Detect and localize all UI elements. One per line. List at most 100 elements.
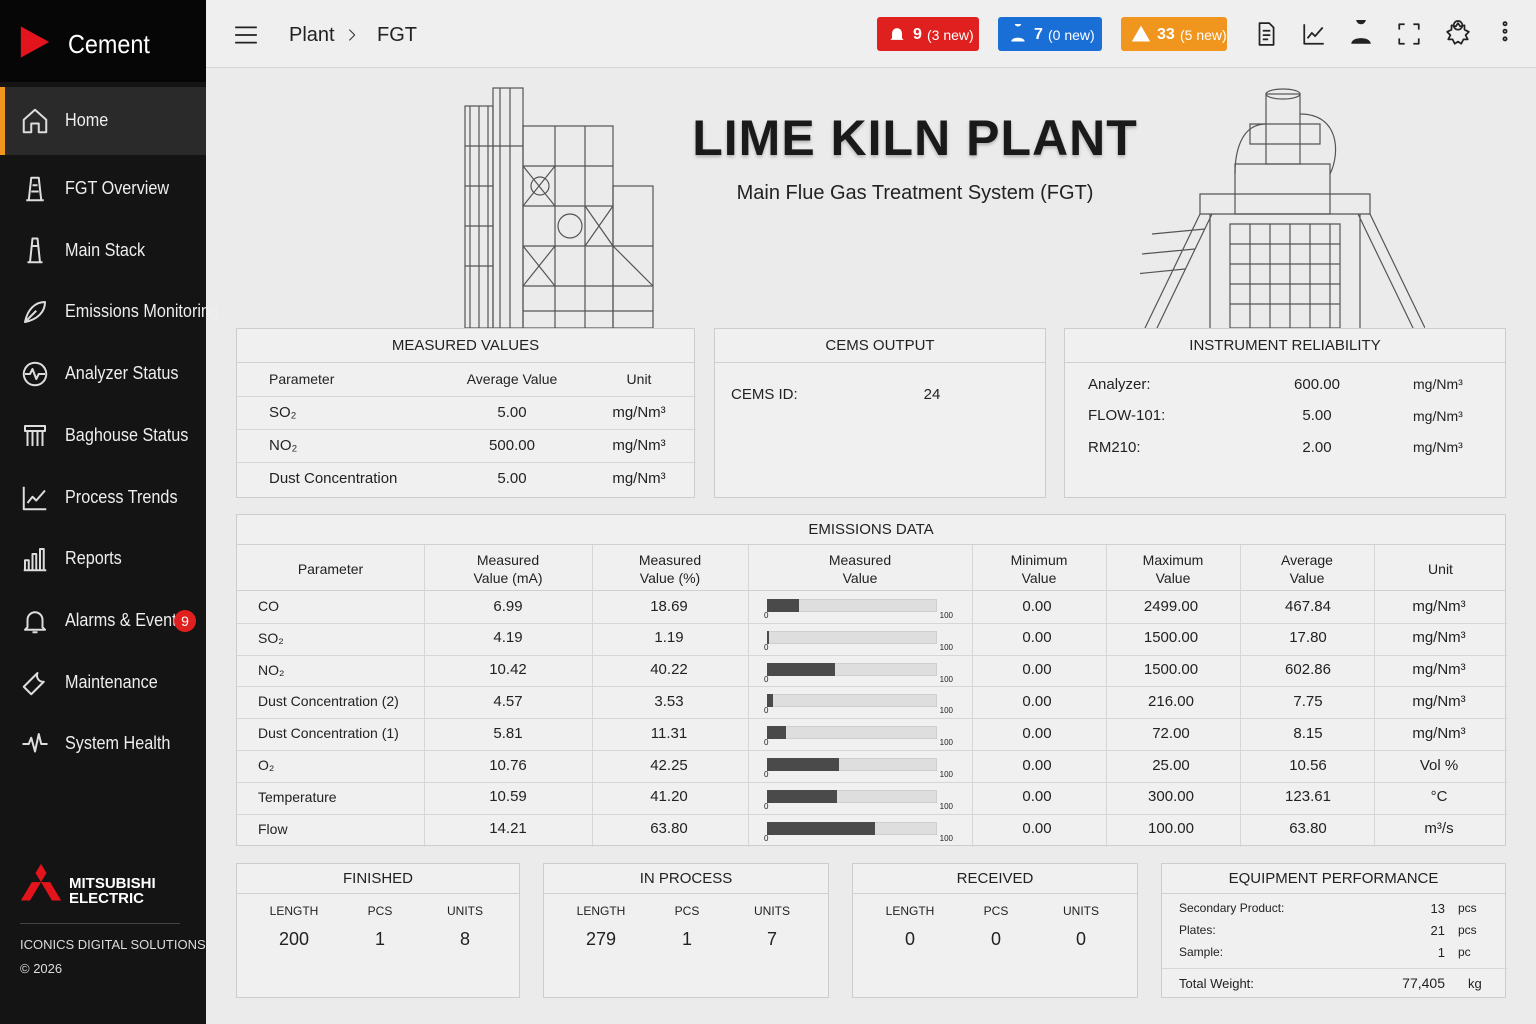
label: Sample:	[1179, 945, 1224, 959]
column-divider	[972, 545, 973, 847]
toolbar-button[interactable]	[1301, 20, 1327, 48]
bar	[767, 821, 876, 835]
panel-title: CEMS OUTPUT	[825, 337, 935, 354]
toolbar-button[interactable]	[1253, 20, 1279, 48]
toolbar-button[interactable]	[1348, 20, 1374, 48]
railing	[1199, 123, 1371, 215]
cell: 0.00	[1022, 597, 1052, 615]
nav-label: Baghouse Status	[65, 424, 189, 445]
menu-button[interactable]	[231, 22, 261, 48]
cems-label: CEMS ID:	[731, 385, 798, 403]
cell: 17.80	[1289, 629, 1327, 647]
panel: EMISSIONS DATA Parameter Measured Value (m…	[236, 514, 1507, 847]
label: Secondary Product:	[1179, 901, 1285, 915]
breadcrumb[interactable]: Plant	[289, 24, 335, 46]
cell: 216.00	[1148, 692, 1194, 710]
toolbar-button[interactable]	[1445, 20, 1471, 48]
menu-button-shape	[235, 26, 257, 44]
tower	[612, 185, 654, 328]
row-divider	[237, 396, 696, 397]
cell: 467.84	[1285, 597, 1331, 615]
row-divider	[237, 462, 696, 463]
panel-title: IN PROCESS	[639, 870, 733, 887]
bar-scale-label: 0	[764, 674, 769, 684]
cell: 0.00	[1022, 820, 1052, 838]
bar-scale-label: 0	[764, 738, 769, 748]
notification-badge[interactable]: 7 (0 new)	[998, 17, 1102, 51]
panel-header	[1162, 864, 1505, 894]
panel-title: EMISSIONS DATA	[808, 521, 934, 538]
cell: mg/Nm³	[612, 469, 666, 487]
bar-scale-label: 0	[764, 611, 769, 620]
cell: Dust Concentration (1)	[258, 725, 399, 742]
cell: 4.57	[493, 692, 523, 710]
cell: SO₂	[269, 403, 297, 421]
notification-badge[interactable]: 9 (3 new)	[877, 17, 979, 51]
frame	[465, 88, 653, 328]
bar-scale-label: 0	[764, 706, 769, 716]
nav-label: FGT Overview	[65, 178, 170, 198]
bar	[767, 662, 836, 676]
column-divider	[748, 545, 749, 847]
cell: 0.00	[1022, 661, 1052, 679]
bar	[767, 758, 839, 771]
bar-scale-label: 100	[939, 706, 953, 716]
hero-title: LIME KILN PLANT	[692, 110, 1138, 166]
header	[206, 0, 1536, 68]
table-header	[237, 545, 1505, 591]
cell: mg/Nm³	[1412, 692, 1466, 710]
badge-new: (3 new)	[927, 27, 974, 43]
nav-item[interactable]	[0, 87, 206, 155]
nav-icon-shape	[24, 301, 46, 324]
cell: 600.00	[1294, 375, 1340, 393]
nav-icon	[22, 486, 47, 510]
column-divider	[424, 545, 425, 847]
panel-header	[715, 329, 1045, 363]
cell: 1.19	[654, 629, 684, 647]
cell: NO₂	[258, 661, 285, 678]
toolbar-button[interactable]	[1396, 20, 1422, 48]
badge-icon	[890, 28, 904, 42]
cell: 2.00	[1302, 438, 1332, 456]
notification-badge[interactable]: 33 (5 new)	[1121, 17, 1227, 51]
cell: mg/Nm³	[1412, 724, 1466, 742]
column-divider	[1374, 545, 1375, 847]
value: 0	[904, 929, 915, 949]
mitsubishi-logo	[20, 863, 62, 901]
row-divider	[237, 622, 1507, 624]
value: 0	[1075, 929, 1086, 949]
nav-icon-shape	[22, 108, 48, 134]
bar	[767, 694, 773, 708]
toolbar-button[interactable]	[1492, 20, 1518, 48]
row-divider	[237, 781, 1507, 783]
column-divider	[1106, 545, 1107, 847]
cell: 5.00	[497, 403, 527, 421]
cell: mg/Nm³	[612, 436, 666, 454]
panel: MEASURED VALUES Parameter Average Value Uni…	[236, 328, 696, 498]
column-header: UNITS	[1063, 904, 1099, 918]
column-header: Average Value	[466, 371, 558, 387]
value: 279	[585, 929, 617, 949]
cell: 100.00	[1148, 820, 1194, 838]
cell: °C	[1430, 788, 1448, 806]
bar-scale-label: 100	[939, 674, 953, 684]
badge-icon	[1011, 24, 1025, 42]
cell: mg/Nm³	[1412, 629, 1466, 647]
panel: EQUIPMENT PERFORMANCE Secondary Product: 1…	[1161, 863, 1507, 998]
row-divider	[237, 718, 1507, 720]
cell: Dust Concentration	[269, 469, 398, 487]
nav-label: Main Stack	[65, 239, 146, 260]
plant-illustration-right	[1140, 88, 1425, 328]
cell: 10.59	[489, 788, 527, 806]
cell: RM210:	[1088, 438, 1141, 456]
unit: pcs	[1458, 923, 1477, 937]
nav-icon	[22, 671, 45, 695]
badge-new: (5 new)	[1180, 27, 1227, 43]
breadcrumb[interactable]: FGT	[377, 24, 417, 46]
cell: Vol %	[1419, 756, 1459, 774]
value: 0	[990, 929, 1001, 949]
brand-logo	[20, 26, 50, 58]
cell: 3.53	[654, 692, 684, 710]
brand-logo-shape	[20, 26, 50, 58]
panel-header	[853, 864, 1137, 894]
